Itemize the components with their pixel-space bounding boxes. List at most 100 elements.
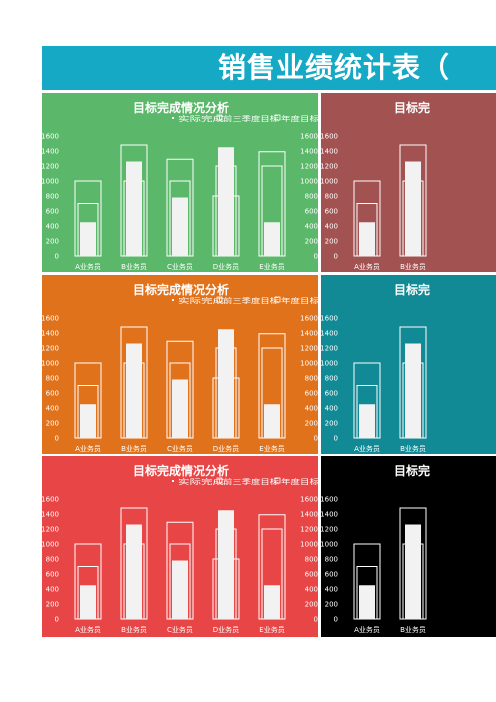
legend-marker-q3-target [216,114,223,121]
y2-tick-label: 1600 [300,496,318,504]
x-tick-label: C业务员 [167,625,193,634]
x-tick-label: A业务员 [354,444,380,453]
bar-actual [80,404,96,438]
x-tick-label: C业务员 [167,262,193,271]
y2-tick-label: 600 [305,390,318,398]
x-tick-label: B业务员 [121,262,147,271]
y-tick-label: 1000 [42,541,59,549]
y-tick-label: 600 [325,571,338,579]
y-tick-label: 0 [55,253,59,261]
x-tick-label: A业务员 [75,625,101,634]
y-tick-label: 1600 [42,496,59,504]
legend-marker-actual [172,480,174,482]
title-banner: 销售业绩统计表（ [42,46,496,90]
y-tick-label: 200 [46,420,59,428]
y-tick-label: 800 [325,375,338,383]
y2-tick-label: 200 [305,238,318,246]
y-tick-label: 1600 [321,133,338,141]
x-tick-label: E业务员 [259,444,284,453]
y-tick-label: 0 [334,435,338,443]
chart-panel-orange: 目标完成情况分析 实际完成 前三季度目标 年度目标 0 200 400 600 800 1000 1… [42,275,318,454]
y-tick-label: 600 [46,208,59,216]
bar-actual [359,585,375,619]
bar-actual [172,379,188,438]
x-tick-label: A业务员 [354,262,380,271]
y2-tick-label: 1000 [300,360,318,368]
x-tick-label: A业务员 [75,444,101,453]
x-tick-label: E业务员 [259,625,284,634]
y-tick-label: 1400 [321,330,338,338]
legend-label: 前三季度目标 [223,477,279,486]
y2-tick-label: 800 [305,556,318,564]
y-tick-label: 0 [55,616,59,624]
y2-tick-label: 1400 [300,148,318,156]
y2-tick-label: 200 [305,601,318,609]
x-tick-label: B业务员 [400,444,426,453]
y-tick-label: 1000 [42,360,59,368]
y2-tick-label: 800 [305,193,318,201]
x-tick-label: B业务员 [121,625,147,634]
y2-tick-label: 600 [305,571,318,579]
y-tick-label: 800 [46,375,59,383]
bar-actual [172,560,188,619]
x-tick-label: A业务员 [75,262,101,271]
y-tick-label: 600 [46,571,59,579]
legend-label: 前三季度目标 [223,296,279,305]
y-tick-label: 1400 [42,330,59,338]
chart-svg: 目标完 0 200 400 600 800 1000 1200 1400 1600 A业务员 B业务员 [321,100,430,271]
y2-tick-label: 400 [305,223,318,231]
chart-title: 目标完 [394,100,430,115]
y2-tick-label: 0 [314,253,318,261]
x-tick-label: E业务员 [259,262,284,271]
chart-title: 目标完成情况分析 [133,100,229,115]
x-tick-label: A业务员 [354,625,380,634]
y-tick-label: 0 [334,616,338,624]
legend-label: 年度目标 [281,114,318,123]
y-tick-label: 400 [325,586,338,594]
y-tick-label: 200 [325,420,338,428]
y2-tick-label: 1600 [300,133,318,141]
y-tick-label: 400 [46,223,59,231]
y-tick-label: 1600 [42,315,59,323]
legend-marker-annual-target [274,296,281,303]
bar-actual [359,222,375,256]
y-tick-label: 400 [325,405,338,413]
y2-tick-label: 0 [314,435,318,443]
bar-actual [405,161,421,256]
y-tick-label: 200 [325,238,338,246]
y-tick-label: 1000 [321,541,338,549]
y-tick-label: 1600 [321,496,338,504]
y2-tick-label: 1200 [300,526,318,534]
legend-marker-annual-target [274,477,281,484]
x-tick-label: D业务员 [213,625,239,634]
legend-label: 年度目标 [281,477,318,486]
chart-title: 目标完 [394,282,430,297]
y2-tick-label: 1400 [300,330,318,338]
legend-marker-annual-target [274,114,281,121]
bar-actual [126,524,142,619]
x-tick-label: D业务员 [213,444,239,453]
bar-actual [405,524,421,619]
y-tick-label: 1200 [42,526,59,534]
y-tick-label: 600 [325,390,338,398]
legend-label: 实际完成 [178,477,224,486]
y2-tick-label: 600 [305,208,318,216]
x-tick-label: B业务员 [121,444,147,453]
chart-panel-red: 目标完成情况分析 实际完成 前三季度目标 年度目标 0 200 400 600 800 1000 1… [42,456,318,637]
legend-label: 年度目标 [281,296,318,305]
bar-actual [126,161,142,256]
bar-actual [126,343,142,438]
y2-tick-label: 1200 [300,345,318,353]
y-tick-label: 400 [46,405,59,413]
y-tick-label: 200 [46,238,59,246]
x-tick-label: D业务员 [213,262,239,271]
y2-tick-label: 1200 [300,163,318,171]
y-tick-label: 800 [325,556,338,564]
bar-actual [359,404,375,438]
chart-panel-teal: 目标完 0 200 400 600 800 1000 1200 1400 1600 A业务员 B业务员 [321,275,496,454]
y2-tick-label: 400 [305,586,318,594]
y-tick-label: 800 [46,193,59,201]
chart-title: 目标完成情况分析 [133,282,229,297]
bar-actual [218,147,234,256]
